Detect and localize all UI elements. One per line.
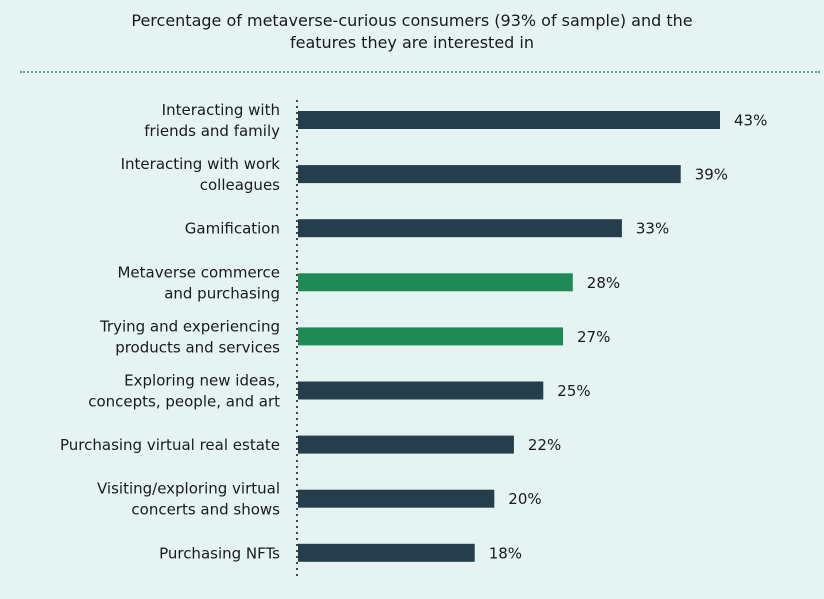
category-label-5: Exploring new ideas, concepts, people, an… — [88, 372, 280, 411]
value-label-7: 20% — [508, 490, 541, 508]
category-label-7: Visiting/exploring virtual concerts and s… — [97, 480, 280, 519]
chart-title: Percentage of metaverse-curious consumer… — [0, 10, 824, 54]
bar-4 — [298, 327, 563, 346]
chart-title-line-2: features they are interested in — [289, 33, 534, 52]
bar-7 — [298, 489, 495, 508]
bar-6 — [298, 435, 514, 454]
bar-0 — [298, 111, 720, 129]
value-label-2: 33% — [636, 220, 669, 238]
value-label-4: 27% — [577, 328, 610, 346]
value-label-1: 39% — [695, 166, 728, 184]
category-label-3: Metaverse commerce and purchasing — [117, 263, 280, 302]
category-label-2: Gamification — [185, 220, 280, 238]
value-label-3: 28% — [587, 274, 620, 292]
value-label-8: 18% — [489, 544, 522, 562]
category-label-0: Interacting with friends and family — [144, 101, 280, 140]
title-divider — [20, 71, 820, 73]
value-label-0: 43% — [734, 112, 767, 130]
category-label-1: Interacting with work colleagues — [121, 155, 281, 194]
bar-2 — [298, 219, 622, 238]
category-label-4: Trying and experiencing products and serv… — [99, 317, 280, 356]
bar-1 — [298, 165, 681, 184]
category-label-6: Purchasing virtual real estate — [60, 436, 280, 454]
chart-title-line-1: Percentage of metaverse-curious consumer… — [131, 11, 693, 30]
category-label-8: Purchasing NFTs — [159, 544, 280, 562]
bar-3 — [298, 273, 573, 292]
value-label-6: 22% — [528, 436, 561, 454]
bar-8 — [298, 543, 475, 562]
bar-5 — [298, 381, 544, 400]
value-label-5: 25% — [557, 382, 590, 400]
